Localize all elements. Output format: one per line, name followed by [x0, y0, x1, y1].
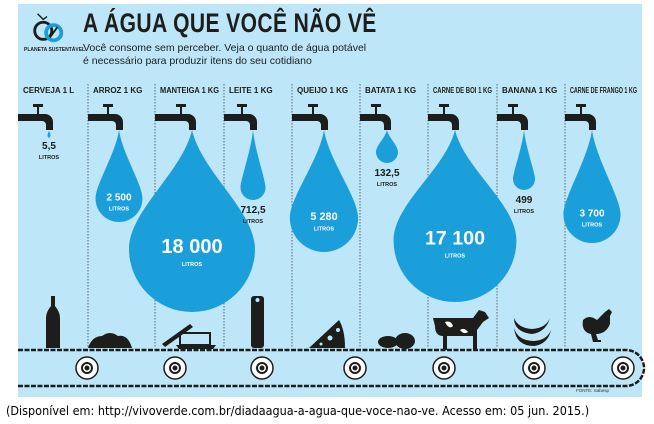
value-label: 2 500 [106, 193, 131, 204]
unit-label: LITROS [445, 253, 465, 259]
unit-label: LITROS [182, 262, 202, 268]
water-drop [95, 130, 143, 222]
conveyor-belt [18, 348, 646, 388]
logo-text: PLANETA SUSTENTÁVEL [24, 47, 86, 53]
faucet-icon [224, 104, 257, 130]
category-label: CARNE DE BOI 1 KG [433, 86, 492, 95]
source-note: FONTE: Sabesp [576, 388, 610, 393]
water-drop [47, 131, 51, 138]
conveyor-wheel-icon [343, 356, 367, 380]
conveyor-wheel-icon [432, 356, 456, 380]
conveyor-wheel-icon [75, 356, 99, 380]
category-label: QUEIJO 1 KG [297, 86, 348, 95]
faucet-icon [18, 104, 53, 130]
rice-icon [88, 333, 132, 348]
water-drop [376, 130, 398, 163]
value-label: 3 700 [579, 208, 604, 219]
value-label: 18 000 [161, 236, 222, 258]
category-label: CARNE DE FRANGO 1 KG [570, 86, 637, 95]
category-label: CERVEJA 1 L [23, 86, 74, 95]
value-label: 5,5 [42, 141, 56, 152]
value-label: 712,5 [240, 205, 265, 216]
water-drop [513, 130, 535, 190]
category-label: BANANA 1 KG [502, 86, 557, 95]
unit-label: LITROS [514, 209, 534, 215]
conveyor-wheel-icon [163, 356, 187, 380]
faucet-icon [565, 104, 596, 130]
beer-bottle-icon [46, 296, 60, 348]
caption: (Disponível em: http://vivoverde.com.br/… [6, 403, 590, 418]
unit-label: LITROS [582, 222, 602, 228]
faucet-icon [428, 104, 459, 130]
unit-label: LITROS [377, 182, 397, 188]
value-label: 17 100 [425, 228, 485, 250]
subtitle-line-1: Você consome sem perceber. Veja o quanto… [83, 42, 367, 54]
category-label: LEITE 1 KG [229, 86, 273, 95]
subtitle-line-2: é necessário para produzir itens do seu … [83, 55, 312, 67]
cheese-icon [309, 320, 345, 348]
chicken-icon [582, 309, 612, 342]
category-label: BATATA 1 KG [365, 86, 416, 95]
faucet-icon [497, 104, 528, 130]
conveyor-wheel-icon [522, 356, 546, 380]
page-title: A ÁGUA QUE VOCÊ NÃO VÊ [83, 8, 377, 38]
unit-label: LITROS [109, 207, 129, 213]
faucet-icon [155, 104, 196, 130]
water-drop [289, 130, 359, 253]
value-label: 132,5 [374, 168, 399, 179]
cow-icon [433, 310, 489, 350]
water-drop [563, 130, 621, 244]
planeta-sustentavel-logo [33, 13, 64, 43]
bananas-icon [514, 318, 551, 346]
water-drop [240, 130, 266, 200]
milk-carton-icon [251, 296, 264, 348]
category-label: ARROZ 1 KG [93, 86, 142, 95]
unit-label: LITROS [243, 219, 263, 225]
value-label: 499 [516, 195, 533, 206]
water-drop [393, 130, 517, 303]
faucet-icon [360, 104, 391, 130]
conveyor-wheel-icon [611, 356, 635, 380]
value-label: 5 280 [310, 211, 337, 223]
category-label: MANTEIGA 1 KG [160, 86, 219, 95]
water-drop [129, 130, 255, 312]
faucet-icon [292, 104, 328, 130]
unit-label: LITROS [314, 226, 334, 232]
butter-icon [162, 324, 216, 349]
unit-label: LITROS [39, 155, 59, 161]
conveyor-wheel-icon [250, 356, 274, 380]
faucet-icon [88, 104, 123, 130]
potatoes-icon [378, 333, 415, 349]
